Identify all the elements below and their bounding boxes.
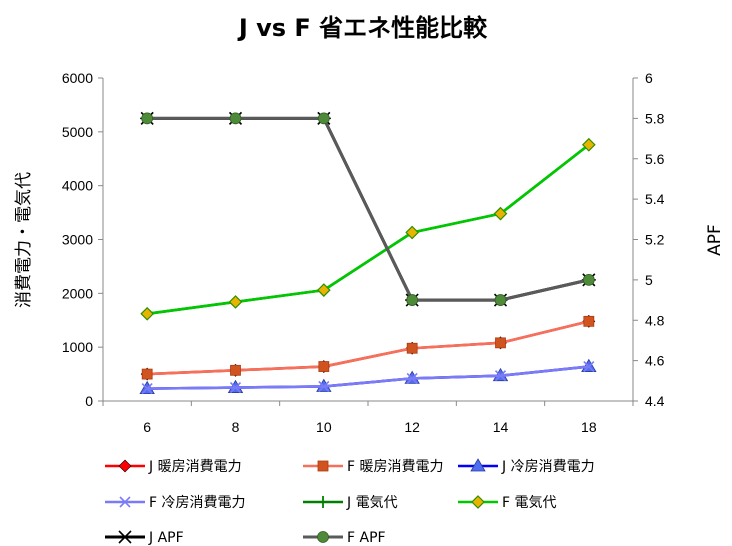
legend-label: J 電気代 bbox=[346, 495, 398, 511]
legend-item: F 電気代 bbox=[458, 495, 557, 511]
x-marker bbox=[583, 360, 595, 373]
y2-tick-label: 6 bbox=[645, 70, 653, 86]
gold-diamond-marker bbox=[471, 495, 485, 509]
circle-marker bbox=[317, 112, 330, 125]
y-tick-label: 1000 bbox=[62, 339, 93, 355]
legend-label: J 冷房消費電力 bbox=[501, 459, 595, 475]
legend-label: F APF bbox=[347, 530, 386, 546]
y-axis-title: 消費電力・電気代 bbox=[14, 172, 34, 308]
square-marker bbox=[230, 364, 241, 376]
legend-label: F 冷房消費電力 bbox=[149, 495, 246, 511]
x-marker bbox=[318, 380, 330, 393]
y-tick-label: 2000 bbox=[62, 285, 93, 301]
x-marker bbox=[229, 381, 242, 394]
circle-marker bbox=[582, 273, 595, 286]
x-marker bbox=[494, 370, 507, 382]
y2-axis-title: APF bbox=[705, 224, 725, 256]
y2-tick-label: 5.8 bbox=[645, 110, 665, 126]
square-marker bbox=[318, 361, 330, 372]
series-4 bbox=[141, 360, 595, 395]
series-line bbox=[147, 365, 589, 390]
legend-label: J APF bbox=[148, 530, 184, 546]
x-tick-label: 14 bbox=[493, 419, 509, 435]
circle-marker bbox=[494, 294, 507, 306]
square-marker bbox=[406, 342, 418, 354]
y2-tick-label: 4.4 bbox=[645, 393, 665, 409]
y-tick-label: 0 bbox=[85, 393, 93, 409]
legend-item: J 暖房消費電力 bbox=[105, 459, 242, 475]
triangle-marker bbox=[470, 458, 486, 472]
y-tick-label: 3000 bbox=[62, 232, 93, 248]
x-tick-label: 18 bbox=[581, 419, 597, 435]
diamond-marker bbox=[118, 459, 132, 473]
gold-diamond-marker bbox=[405, 225, 420, 240]
square-marker bbox=[141, 368, 153, 380]
series-layer bbox=[139, 111, 597, 395]
gold-diamond-marker bbox=[316, 283, 331, 297]
series-line bbox=[147, 320, 590, 376]
legend-item: F 冷房消費電力 bbox=[105, 495, 246, 511]
circle-marker bbox=[141, 112, 154, 125]
y-tick-label: 5000 bbox=[62, 124, 93, 140]
circle-marker bbox=[229, 112, 242, 125]
series-6 bbox=[140, 137, 596, 321]
square-marker bbox=[495, 337, 506, 349]
circle-marker bbox=[317, 531, 329, 543]
legend-label: J 暖房消費電力 bbox=[148, 459, 242, 475]
y2-tick-label: 5 bbox=[645, 272, 653, 288]
x-marker bbox=[141, 383, 153, 395]
x-marker bbox=[406, 372, 418, 384]
circle-marker bbox=[406, 294, 419, 306]
square-marker bbox=[583, 315, 595, 327]
gold-diamond-marker bbox=[140, 306, 155, 321]
chart-title: J vs F 省エネ性能比較 bbox=[237, 14, 488, 42]
y2-tick-label: 5.6 bbox=[645, 151, 665, 167]
legend-item: F 暖房消費電力 bbox=[303, 459, 444, 475]
legend-item: J 冷房消費電力 bbox=[458, 458, 595, 475]
legend-item: J APF bbox=[105, 530, 184, 546]
y-tick-label: 4000 bbox=[62, 178, 93, 194]
star-marker bbox=[118, 530, 132, 544]
legend-item: F APF bbox=[303, 530, 386, 546]
legend-label: F 暖房消費電力 bbox=[347, 459, 444, 475]
square-marker bbox=[317, 460, 329, 472]
axes: 0 1000 2000 3000 4000 5000 6000 4.4 4.6 4.8 5 5.2 5.… bbox=[62, 70, 665, 435]
y2-tick-label: 4.8 bbox=[645, 312, 665, 328]
gold-diamond-marker bbox=[493, 206, 508, 221]
series-line bbox=[147, 116, 590, 302]
series-line bbox=[147, 320, 590, 376]
x-tick-label: 12 bbox=[404, 419, 420, 435]
legend-item: J 電気代 bbox=[303, 495, 398, 511]
y2-tick-label: 5.4 bbox=[645, 191, 665, 207]
series-2 bbox=[141, 315, 595, 380]
legend: J 暖房消費電力 F 暖房消費電力 J 冷房消費電力 F 冷房消費電力 J 電気代 F 電… bbox=[105, 458, 595, 546]
series-line bbox=[146, 143, 590, 316]
x-tick-label: 8 bbox=[232, 419, 240, 435]
x-tick-label: 10 bbox=[316, 419, 332, 435]
y-tick-label: 6000 bbox=[62, 70, 93, 86]
y2-tick-label: 5.2 bbox=[645, 232, 665, 248]
x-tick-label: 6 bbox=[143, 419, 151, 435]
plus-marker bbox=[317, 496, 329, 508]
legend-label: F 電気代 bbox=[502, 495, 557, 511]
gold-diamond-marker bbox=[228, 295, 243, 309]
gold-diamond-marker bbox=[581, 137, 596, 152]
series-line bbox=[146, 143, 590, 316]
y2-tick-label: 4.6 bbox=[645, 353, 665, 369]
series-line bbox=[147, 365, 589, 390]
x-marker bbox=[119, 496, 131, 508]
series-8 bbox=[141, 112, 595, 306]
